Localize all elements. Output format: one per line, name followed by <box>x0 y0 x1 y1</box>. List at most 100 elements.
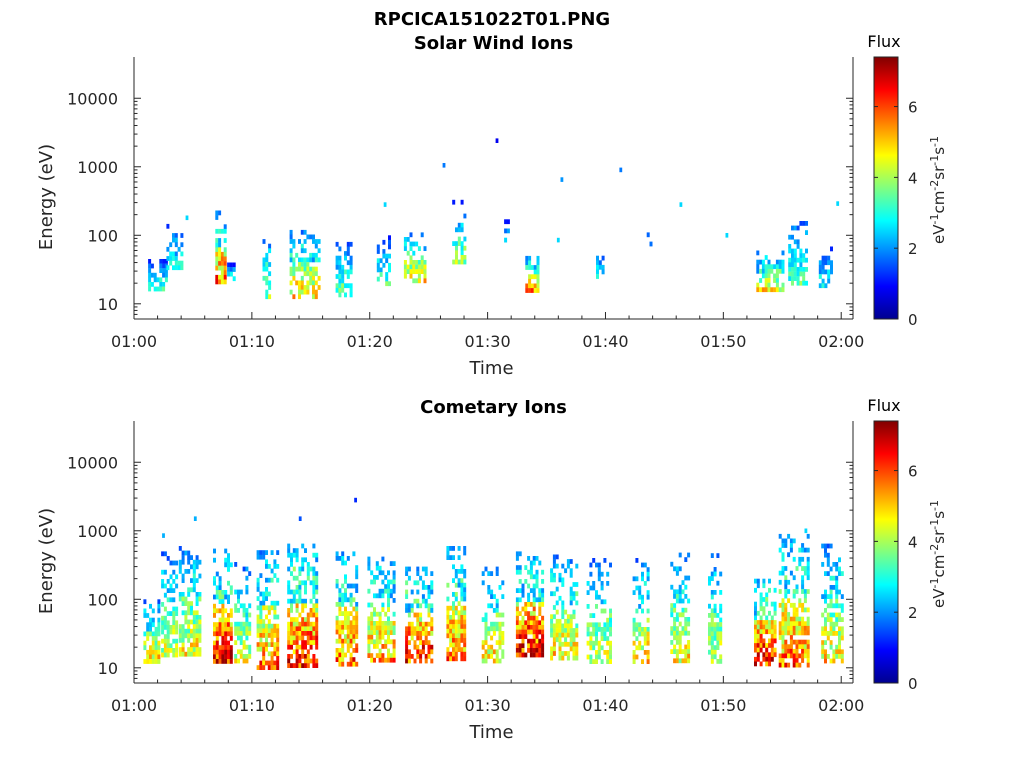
heatmap-cell <box>561 600 565 606</box>
heatmap-cell <box>710 654 714 660</box>
heatmap-cell <box>569 623 573 629</box>
heatmap-cell <box>781 644 785 650</box>
heatmap-cell <box>586 604 590 609</box>
heatmap-cell <box>392 598 396 603</box>
heatmap-cell <box>487 631 491 636</box>
heatmap-cell <box>595 627 598 632</box>
heatmap-cell <box>237 658 240 664</box>
heatmap-cell <box>175 638 179 644</box>
heatmap-cell <box>306 262 310 267</box>
heatmap-cell <box>609 650 612 655</box>
heatmap-cell <box>787 625 791 631</box>
heatmap-cell <box>764 255 768 260</box>
heatmap-cell <box>792 538 796 544</box>
heatmap-cell <box>463 647 467 652</box>
heatmap-cell <box>530 274 534 280</box>
heatmap-cell <box>609 622 612 628</box>
heatmap-cell <box>424 626 428 632</box>
heatmap-cell <box>312 275 315 281</box>
heatmap-cell <box>455 255 458 260</box>
colorbar-scale <box>873 420 899 684</box>
heatmap-cell <box>827 278 831 284</box>
heatmap-cell <box>290 571 293 576</box>
heatmap-cell <box>455 241 458 246</box>
heatmap-cell <box>341 560 345 566</box>
heatmap-cell <box>463 569 467 574</box>
heatmap-cell <box>555 632 559 638</box>
heatmap-cell <box>382 249 386 254</box>
heatmap-cell <box>550 646 554 652</box>
heatmap-cell <box>492 658 496 664</box>
heatmap-cell <box>558 637 562 643</box>
heatmap-cell <box>678 649 682 654</box>
heatmap-cell <box>292 262 296 267</box>
heatmap-cell <box>495 621 499 627</box>
heatmap-cell <box>338 260 342 266</box>
heatmap-cell <box>166 652 170 658</box>
heatmap-cell <box>787 579 791 585</box>
heatmap-cell <box>154 631 158 637</box>
heatmap-cell <box>295 575 299 581</box>
heatmap-cell <box>409 273 413 279</box>
heatmap-cell <box>151 622 155 628</box>
heatmap-cell <box>449 555 453 560</box>
heatmap-cell <box>762 597 766 602</box>
heatmap-cell <box>387 634 390 640</box>
heatmap-cell <box>352 620 356 626</box>
heatmap-cell <box>416 589 420 595</box>
heatmap-cell <box>528 278 532 284</box>
heatmap-cell <box>678 566 682 572</box>
heatmap-cell <box>761 273 765 279</box>
heatmap-cell <box>675 635 679 641</box>
heatmap-cell <box>454 651 458 657</box>
heatmap-cell <box>518 588 522 593</box>
heatmap-cell <box>387 607 390 612</box>
heatmap-cell <box>765 592 769 598</box>
heatmap-cell <box>515 597 519 603</box>
heatmap-cell <box>501 654 505 659</box>
heatmap-cell <box>791 253 794 258</box>
heatmap-cell <box>227 622 230 627</box>
heatmap-cell <box>175 560 179 566</box>
heatmap-cell <box>795 621 799 627</box>
heatmap-cell <box>169 588 173 593</box>
heatmap-cell <box>303 285 307 290</box>
heatmap-cell <box>770 620 774 625</box>
heatmap-cell <box>529 648 533 653</box>
heatmap-cell <box>195 559 199 565</box>
heatmap-cell <box>292 239 296 244</box>
heatmap-cell <box>187 624 191 629</box>
heatmap-cell <box>174 260 178 266</box>
heatmap-cell <box>515 606 519 612</box>
heatmap-cell <box>427 594 431 599</box>
heatmap-cell <box>385 253 389 259</box>
heatmap-cell <box>268 285 272 290</box>
heatmap-cell <box>161 602 165 607</box>
heatmap-cell <box>805 221 808 226</box>
heatmap-cell <box>265 289 269 295</box>
heatmap-cell <box>535 583 539 589</box>
heatmap-cell <box>826 557 830 563</box>
heatmap-cell <box>449 546 453 551</box>
heatmap-cell <box>490 649 494 655</box>
heatmap-cell <box>460 656 464 662</box>
heatmap-cell <box>215 256 219 262</box>
heatmap-cell <box>392 621 396 626</box>
heatmap-cell <box>154 636 158 641</box>
heatmap-cell <box>781 538 785 544</box>
heatmap-cell <box>195 592 199 597</box>
heatmap-cell <box>256 582 260 588</box>
heatmap-cell <box>768 624 771 630</box>
heatmap-cell <box>312 294 315 300</box>
heatmap-cell <box>157 603 161 609</box>
heatmap-cell <box>673 649 677 654</box>
heatmap-cell <box>801 584 805 590</box>
heatmap-cell <box>344 269 347 275</box>
heatmap-cell <box>213 603 216 609</box>
heatmap-cell <box>290 608 293 613</box>
heatmap-cell <box>259 665 263 670</box>
heatmap-cell <box>716 631 720 637</box>
heatmap-cell <box>773 273 777 279</box>
heatmap-cell <box>606 650 610 655</box>
heatmap-cell <box>388 235 391 241</box>
